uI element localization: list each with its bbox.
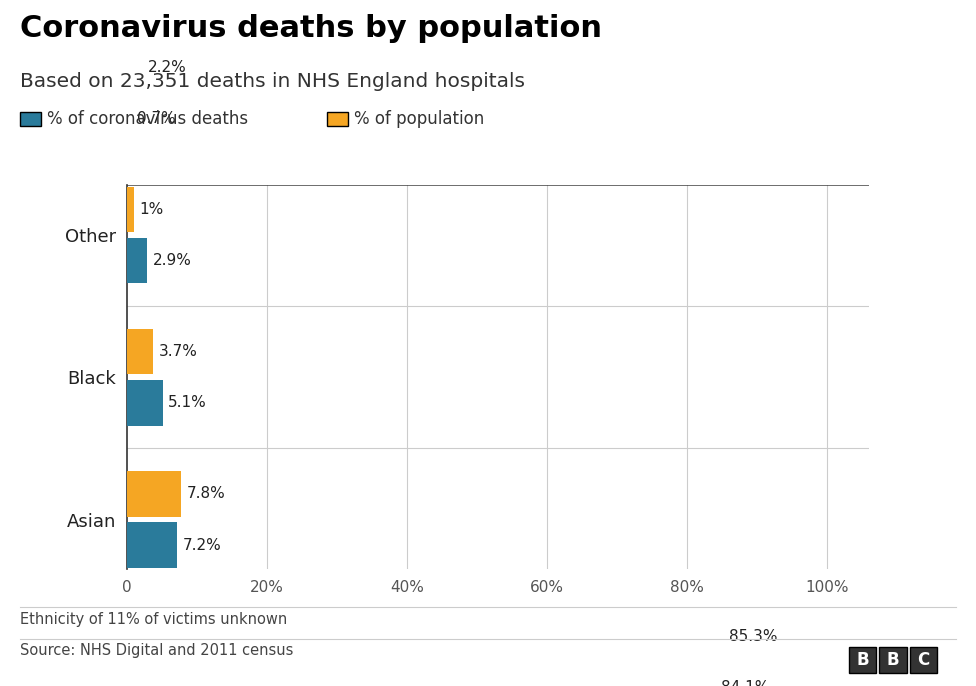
Text: 40%: 40% — [389, 580, 424, 595]
Bar — [127, 187, 134, 232]
Text: 2.9%: 2.9% — [153, 253, 191, 268]
Text: 84.1%: 84.1% — [721, 680, 769, 686]
Text: Source: NHS Digital and 2011 census: Source: NHS Digital and 2011 census — [20, 643, 293, 659]
Text: 3.7%: 3.7% — [158, 344, 197, 359]
Text: Based on 23,351 deaths in NHS England hospitals: Based on 23,351 deaths in NHS England ho… — [20, 72, 524, 91]
Bar — [127, 45, 142, 90]
Bar — [127, 329, 153, 375]
Text: 7.8%: 7.8% — [187, 486, 225, 501]
Text: 1%: 1% — [140, 202, 164, 217]
Text: Ethnicity of 11% of victims unknown: Ethnicity of 11% of victims unknown — [20, 612, 287, 627]
Text: 0.7%: 0.7% — [138, 111, 176, 126]
Bar — [127, 613, 724, 659]
Text: 0: 0 — [122, 580, 132, 595]
Text: 85.3%: 85.3% — [729, 629, 778, 643]
Text: 5.1%: 5.1% — [168, 395, 207, 410]
Text: Coronavirus deaths by population: Coronavirus deaths by population — [20, 14, 601, 43]
Text: 60%: 60% — [530, 580, 564, 595]
Bar — [127, 380, 163, 426]
Text: % of coronavirus deaths: % of coronavirus deaths — [47, 110, 248, 128]
Text: 2.2%: 2.2% — [148, 60, 186, 75]
Bar — [127, 471, 182, 517]
Bar — [127, 95, 132, 141]
Bar — [127, 523, 178, 568]
Text: 100%: 100% — [805, 580, 848, 595]
Text: 7.2%: 7.2% — [183, 538, 222, 553]
Text: % of population: % of population — [354, 110, 484, 128]
Bar — [127, 665, 715, 686]
Text: 20%: 20% — [250, 580, 284, 595]
Bar — [127, 238, 147, 283]
Text: 80%: 80% — [670, 580, 704, 595]
Text: C: C — [917, 651, 929, 669]
Text: B: B — [887, 651, 899, 669]
Text: B: B — [857, 651, 869, 669]
